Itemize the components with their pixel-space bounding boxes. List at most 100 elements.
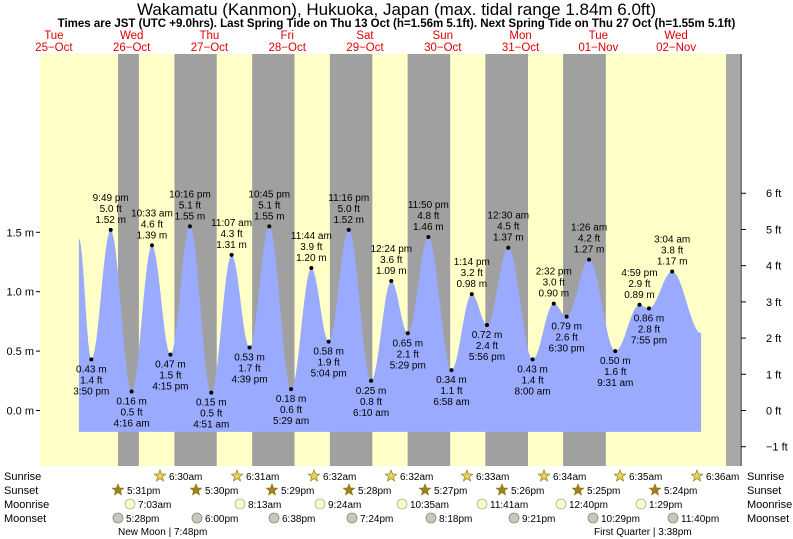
date-label: 25−Oct	[35, 42, 73, 54]
sunrise-icon	[537, 469, 551, 482]
tide-time-label: 12:30 am	[487, 211, 529, 222]
tide-ft-label: 2.1 ft	[397, 349, 419, 360]
sunset-time: 5:30pm	[205, 486, 238, 497]
moonset-time: 6:00pm	[205, 514, 238, 525]
tide-point	[469, 292, 474, 297]
tide-point	[149, 243, 154, 248]
tide-point	[485, 322, 490, 327]
tide-m-label: 1.55 m	[254, 211, 285, 222]
tide-m-label: 1.52 m	[333, 215, 364, 226]
tide-m-label: 0.50 m	[600, 356, 631, 367]
tide-point	[209, 390, 214, 395]
right-tick-label: −1 ft	[766, 442, 788, 454]
tide-point	[551, 301, 556, 306]
tide-m-label: 0.98 m	[456, 279, 487, 290]
tide-point	[506, 245, 511, 250]
tide-time-label: 11:07 am	[211, 218, 252, 229]
right-gray-border	[726, 54, 740, 466]
moonrise-icon	[555, 498, 567, 510]
tide-time-label: 6:30 pm	[549, 344, 585, 355]
moonset-icon	[268, 512, 280, 524]
tide-time-label: 9:49 pm	[93, 193, 129, 204]
tide-m-label: 0.43 m	[76, 364, 107, 375]
tide-ft-label: 1.6 ft	[604, 367, 626, 378]
moonrise-icon	[635, 498, 647, 510]
axes: 0.0 m 0.5 m 1.0 m 1.5 m −1 ft 0 ft 1 ft 2 ft 3 f…	[6, 54, 788, 466]
tide-ft-label: 1.4 ft	[521, 375, 543, 386]
moonrise-time: 12:40pm	[569, 500, 608, 511]
sunset-time: 5:31pm	[127, 486, 160, 497]
sunrise-icon	[384, 469, 398, 482]
tide-ft-label: 1.4 ft	[80, 375, 102, 386]
tide-ft-label: 3.9 ft	[300, 242, 322, 253]
tide-area	[78, 226, 702, 432]
tide-ft-label: 4.6 ft	[141, 219, 163, 230]
moonrise-icon	[234, 498, 246, 510]
tide-curve	[78, 226, 702, 432]
sunset-icon	[265, 483, 279, 496]
tide-point	[530, 357, 535, 362]
sunset-icon	[189, 483, 203, 496]
tide-ft-label: 1.1 ft	[440, 386, 462, 397]
tide-m-label: 1.39 m	[137, 230, 168, 241]
tide-point	[247, 345, 252, 350]
tide-point	[89, 357, 94, 362]
sunset-time: 5:27pm	[434, 486, 467, 497]
day-of-week-label: Sat	[356, 30, 374, 42]
moonset-icon	[191, 512, 203, 524]
tide-m-label: 1.27 m	[574, 245, 605, 256]
tide-time-label: 6:58 am	[433, 397, 469, 408]
tide-time-label: 11:16 pm	[328, 193, 369, 204]
sun-moon-rows: Sunrise Sunrise Sunset Sunset Moonrise Moonri…	[4, 469, 792, 538]
tide-time-label: 5:04 pm	[311, 369, 347, 380]
tide-m-label: 0.65 m	[392, 338, 423, 349]
moonrise-time: 8:13am	[248, 500, 281, 511]
date-label: 27−Oct	[191, 42, 229, 54]
sunrise-time: 6:30am	[169, 472, 202, 483]
tide-point	[289, 387, 294, 392]
right-tick-label: 5 ft	[766, 224, 781, 236]
date-label: 26−Oct	[113, 42, 151, 54]
tide-time-label: 5:56 pm	[469, 352, 505, 363]
tide-m-label: 1.46 m	[413, 222, 444, 233]
sunrise-icon	[153, 469, 167, 482]
sunset-icon	[342, 483, 356, 496]
right-tick-label: 3 ft	[766, 297, 781, 309]
left-tick-label: 0.0 m	[6, 406, 34, 418]
sunrise-icon	[460, 469, 474, 482]
moonrise-time: 11:41am	[490, 500, 528, 511]
tide-m-label: 1.37 m	[493, 233, 524, 244]
tide-time-label: 4:59 pm	[621, 268, 657, 279]
tide-point	[309, 265, 314, 270]
tide-m-label: 0.86 m	[634, 313, 665, 324]
tide-ft-label: 0.5 ft	[120, 407, 142, 418]
tide-ft-label: 4.2 ft	[578, 234, 600, 245]
day-of-week-label: Fri	[281, 30, 294, 42]
right-tick-label: 6 ft	[766, 188, 781, 200]
sunrise-icon	[230, 469, 244, 482]
date-label: 30−Oct	[424, 42, 462, 54]
tide-m-label: 0.89 m	[624, 290, 655, 301]
moonset-time: 6:38pm	[282, 514, 315, 525]
moonset-time: 8:18pm	[439, 514, 472, 525]
tide-point	[389, 279, 394, 284]
sunset-time: 5:28pm	[358, 486, 391, 497]
tide-point	[129, 389, 134, 394]
tide-ft-label: 5.1 ft	[258, 200, 280, 211]
tide-m-label: 1.52 m	[95, 215, 126, 226]
tide-ft-label: 2.6 ft	[555, 333, 577, 344]
left-tick-label: 1.0 m	[6, 287, 34, 299]
date-label: 01−Nov	[578, 42, 618, 54]
sunrise-icon	[307, 469, 321, 482]
tide-m-label: 0.58 m	[313, 347, 344, 358]
sunrise-time: 6:35am	[629, 472, 662, 483]
sunset-time: 5:25pm	[587, 486, 620, 497]
row-label-left: Sunrise	[4, 471, 41, 483]
moonrise-time: 9:24am	[328, 500, 361, 511]
tide-m-label: 0.18 m	[276, 394, 307, 405]
tide-point	[564, 314, 569, 319]
sunrise-time: 6:31am	[246, 472, 279, 483]
tide-ft-label: 1.5 ft	[159, 371, 181, 382]
tide-time-label: 10:16 pm	[169, 189, 211, 200]
sunset-icon	[111, 483, 125, 496]
